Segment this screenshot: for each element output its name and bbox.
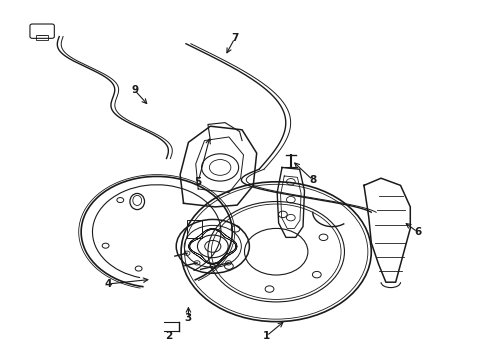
Text: 7: 7 — [231, 33, 238, 43]
Text: 8: 8 — [308, 175, 316, 185]
Text: 5: 5 — [194, 177, 202, 187]
Text: 1: 1 — [262, 331, 269, 341]
Text: 2: 2 — [165, 331, 172, 341]
Text: 9: 9 — [131, 85, 138, 95]
Text: 6: 6 — [413, 227, 420, 237]
Text: 4: 4 — [104, 279, 111, 289]
Text: 3: 3 — [184, 313, 192, 323]
